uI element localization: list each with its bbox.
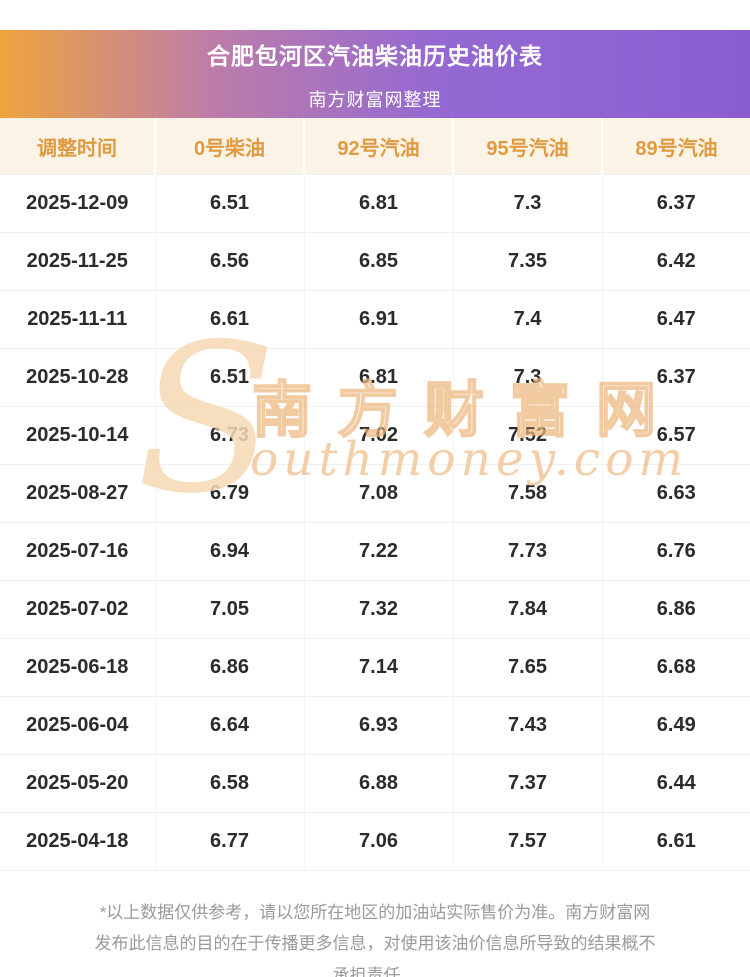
cell-date: 2025-07-02 (0, 580, 156, 639)
cell-price: 6.86 (155, 638, 305, 697)
cell-price: 6.56 (155, 232, 305, 291)
cell-price: 7.73 (453, 522, 603, 581)
disclaimer-line: 发布此信息的目的在于传播更多信息，对使用该油价信息所导致的结果概不 (94, 934, 656, 954)
cell-price: 7.52 (453, 406, 603, 465)
table-row: 2025-06-18 6.86 7.14 7.65 6.68 (0, 638, 750, 697)
disclaimer: *以上数据仅供参考，请以您所在地区的加油站实际售价为准。南方财富网 发布此信息的… (0, 897, 750, 977)
cell-price: 6.42 (602, 232, 750, 291)
column-header-gasoline-89: 89号汽油 (602, 118, 750, 175)
cell-price: 7.3 (453, 174, 603, 233)
cell-price: 6.61 (602, 812, 750, 871)
cell-price: 6.57 (602, 406, 750, 465)
cell-price: 6.68 (602, 638, 750, 697)
cell-price: 6.79 (155, 464, 305, 523)
disclaimer-line: 承担责任。 (332, 965, 418, 977)
disclaimer-line: *以上数据仅供参考，请以您所在地区的加油站实际售价为准。南方财富网 (99, 903, 651, 922)
table-row: 2025-04-18 6.77 7.06 7.57 6.61 (0, 812, 750, 871)
cell-date: 2025-12-09 (0, 174, 156, 233)
cell-price: 6.94 (155, 522, 305, 581)
table-row: 2025-10-28 6.51 6.81 7.3 6.37 (0, 348, 750, 407)
table-row: 2025-06-04 6.64 6.93 7.43 6.49 (0, 696, 750, 755)
cell-price: 7.06 (304, 812, 454, 871)
table-row: 2025-11-11 6.61 6.91 7.4 6.47 (0, 290, 750, 349)
cell-price: 6.58 (155, 754, 305, 813)
column-header-gasoline-92: 92号汽油 (304, 118, 454, 175)
cell-date: 2025-11-25 (0, 232, 156, 291)
table-row: 2025-10-14 6.73 7.02 7.52 6.57 (0, 406, 750, 465)
cell-price: 6.88 (304, 754, 454, 813)
cell-price: 7.35 (453, 232, 603, 291)
page-title: 合肥包河区汽油柴油历史油价表 (207, 42, 543, 69)
table-row: 2025-08-27 6.79 7.08 7.58 6.63 (0, 464, 750, 523)
cell-price: 6.49 (602, 696, 750, 755)
table-row: 2025-07-16 6.94 7.22 7.73 6.76 (0, 522, 750, 581)
table-row: 2025-12-09 6.51 6.81 7.3 6.37 (0, 174, 750, 233)
cell-price: 7.02 (304, 406, 454, 465)
page-subtitle: 南方财富网整理 (308, 89, 442, 110)
cell-date: 2025-07-16 (0, 522, 156, 581)
cell-price: 7.32 (304, 580, 454, 639)
cell-price: 6.37 (602, 174, 750, 233)
cell-price: 7.05 (155, 580, 305, 639)
cell-date: 2025-05-20 (0, 754, 156, 813)
cell-price: 7.4 (453, 290, 603, 349)
cell-price: 6.77 (155, 812, 305, 871)
cell-price: 6.85 (304, 232, 454, 291)
cell-price: 7.57 (453, 812, 603, 871)
cell-price: 6.81 (304, 348, 454, 407)
cell-price: 7.14 (304, 638, 454, 697)
oil-price-table: 调整时间 0号柴油 92号汽油 95号汽油 89号汽油 2025-12-09 6… (0, 118, 750, 871)
cell-price: 6.61 (155, 290, 305, 349)
cell-price: 6.51 (155, 348, 305, 407)
cell-price: 7.65 (453, 638, 603, 697)
table-row: 2025-05-20 6.58 6.88 7.37 6.44 (0, 754, 750, 813)
column-header-adjust-date: 调整时间 (0, 118, 156, 175)
cell-price: 6.44 (602, 754, 750, 813)
cell-price: 7.37 (453, 754, 603, 813)
cell-price: 6.91 (304, 290, 454, 349)
column-header-diesel-0: 0号柴油 (155, 118, 305, 175)
cell-price: 6.37 (602, 348, 750, 407)
cell-price: 7.22 (304, 522, 454, 581)
cell-date: 2025-06-18 (0, 638, 156, 697)
cell-price: 6.73 (155, 406, 305, 465)
cell-price: 7.58 (453, 464, 603, 523)
cell-price: 6.47 (602, 290, 750, 349)
cell-date: 2025-10-28 (0, 348, 156, 407)
cell-date: 2025-08-27 (0, 464, 156, 523)
cell-price: 6.93 (304, 696, 454, 755)
cell-price: 7.84 (453, 580, 603, 639)
cell-price: 6.63 (602, 464, 750, 523)
cell-price: 6.86 (602, 580, 750, 639)
cell-date: 2025-06-04 (0, 696, 156, 755)
cell-price: 6.81 (304, 174, 454, 233)
cell-price: 6.76 (602, 522, 750, 581)
cell-price: 6.64 (155, 696, 305, 755)
cell-price: 7.3 (453, 348, 603, 407)
cell-price: 7.43 (453, 696, 603, 755)
cell-date: 2025-11-11 (0, 290, 156, 349)
table-header-row: 调整时间 0号柴油 92号汽油 95号汽油 89号汽油 (0, 118, 750, 175)
cell-date: 2025-04-18 (0, 812, 156, 871)
table-row: 2025-11-25 6.56 6.85 7.35 6.42 (0, 232, 750, 291)
cell-price: 7.08 (304, 464, 454, 523)
cell-date: 2025-10-14 (0, 406, 156, 465)
column-header-gasoline-95: 95号汽油 (453, 118, 603, 175)
page-header: 合肥包河区汽油柴油历史油价表 南方财富网整理 (0, 30, 750, 118)
table-row: 2025-07-02 7.05 7.32 7.84 6.86 (0, 580, 750, 639)
cell-price: 6.51 (155, 174, 305, 233)
